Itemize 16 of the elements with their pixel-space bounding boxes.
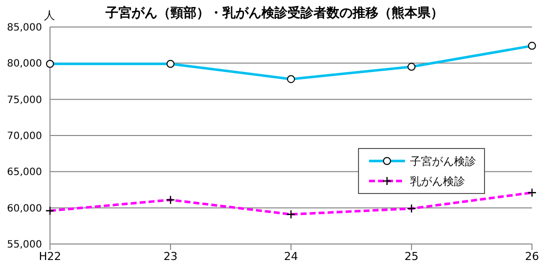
x-tick-label: H22 xyxy=(38,250,62,263)
y-tick-label: 70,000 xyxy=(7,131,42,142)
chart-title: 子宮がん（頸部）・乳がん検診受診者数の推移（熊本県） xyxy=(106,6,444,21)
y-axis-title: 人 xyxy=(44,8,55,23)
x-tick-label: 26 xyxy=(525,250,539,263)
y-tick-label: 75,000 xyxy=(7,94,42,106)
y-tick-label: 55,000 xyxy=(7,240,42,251)
x-tick-label: 23 xyxy=(164,250,178,263)
y-tick-label: 85,000 xyxy=(7,22,42,34)
x-tick-label: 25 xyxy=(404,250,418,263)
legend-label: 乳がん検診 xyxy=(410,174,465,188)
y-tick-label: 60,000 xyxy=(7,203,42,214)
y-tick-label: 80,000 xyxy=(7,58,42,70)
x-tick-label: 24 xyxy=(284,250,298,263)
y-tick-label: 65,000 xyxy=(7,167,42,178)
legend-label: 子宮がん検診 xyxy=(410,154,476,168)
